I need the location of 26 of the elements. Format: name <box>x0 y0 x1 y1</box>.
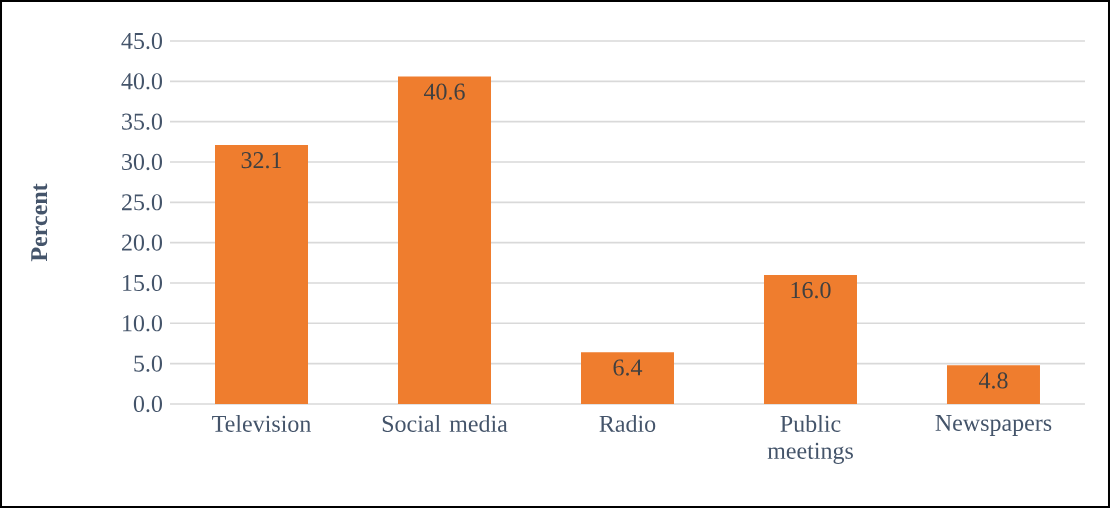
y-tick-label: 15.0 <box>123 274 163 292</box>
y-tick-label: 0.0 <box>133 395 163 413</box>
data-label: 16.0 <box>791 281 831 299</box>
data-label: 40.6 <box>423 83 465 100</box>
y-tick-label: 5.0 <box>134 355 163 372</box>
data-label: 4.8 <box>978 372 1008 389</box>
bar <box>946 365 1040 404</box>
y-tick-label: 45.0 <box>121 32 163 50</box>
x-tick-label: Social media <box>382 415 508 432</box>
y-tick-label: 20.0 <box>122 234 163 251</box>
y-tick-label: 25.0 <box>122 194 163 211</box>
y-tick-label: 30.0 <box>122 153 163 171</box>
x-tick-label: Radio <box>599 415 656 432</box>
y-tick-label: 40.0 <box>121 73 163 90</box>
data-label: 6.4 <box>613 359 643 376</box>
x-tick-label: Public meetings <box>767 415 853 464</box>
y-tick-label: 10.0 <box>123 315 163 332</box>
y-tick-label: 35.0 <box>122 113 163 130</box>
bar <box>398 76 491 404</box>
bar <box>215 145 309 404</box>
x-tick-label: Television <box>212 415 311 432</box>
x-tick-label: Newspapers <box>935 415 1052 436</box>
data-label: 32.1 <box>241 152 282 169</box>
bar <box>763 274 857 404</box>
bar <box>581 352 674 404</box>
y-axis-title: Percent <box>31 183 48 262</box>
